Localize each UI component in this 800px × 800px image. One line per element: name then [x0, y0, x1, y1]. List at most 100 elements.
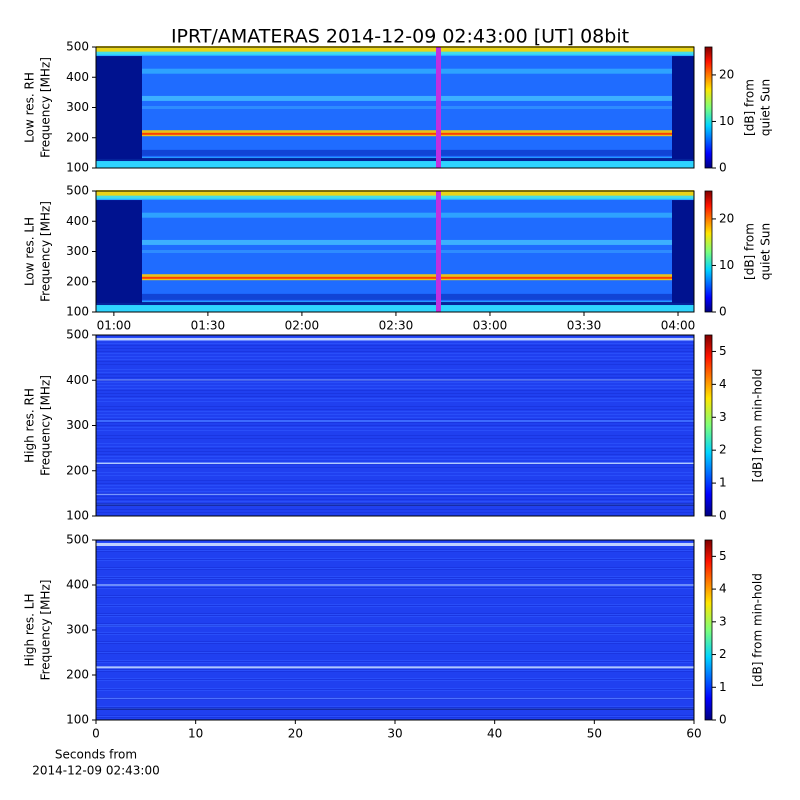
spectrogram-noise: [96, 560, 694, 561]
y-tick-label: 500: [66, 40, 89, 54]
spectrogram-noise: [96, 435, 694, 436]
spectrogram-noise: [96, 504, 694, 505]
x-tick-label: 04:00: [661, 319, 696, 333]
spectrogram-band: [96, 584, 694, 586]
colorbar-tick-label: 0: [719, 509, 727, 523]
spectrogram-noise: [96, 422, 694, 423]
spectrogram-noise: [96, 623, 694, 624]
spectrogram-noise: [96, 662, 694, 663]
spectrogram-band: [96, 250, 694, 253]
spectrogram-noise: [96, 345, 694, 346]
spectrogram-noise: [96, 653, 694, 654]
spectrogram-noise: [96, 425, 694, 426]
spectrogram-band: [96, 462, 694, 465]
spectrogram-band: [96, 51, 694, 56]
spectrogram-noise: [96, 587, 694, 588]
spectrogram-noise: [96, 708, 694, 709]
colorbar-tick-label: 2: [719, 443, 727, 457]
spectrogram-noise: [96, 669, 694, 670]
y-tick-label: 400: [66, 70, 89, 84]
y-axis-label: Frequency [MHz]: [39, 201, 53, 302]
spectrogram-band: [96, 68, 694, 74]
spectrogram-noise: [96, 625, 694, 626]
spectrogram-band: [96, 239, 694, 245]
spectrogram-band: [96, 302, 694, 306]
spectrogram-noise: [96, 493, 694, 494]
colorbar-tick-label: 1: [719, 476, 727, 490]
spectrogram-noise: [96, 680, 694, 681]
spectrogram-band: [96, 276, 694, 279]
spectrogram-band: [96, 132, 694, 135]
spectrogram-noise: [96, 459, 694, 460]
spectrogram-noise: [96, 633, 694, 634]
spectrogram-noise: [96, 567, 694, 568]
spectrogram-noise: [96, 451, 694, 452]
spectrogram-band: [96, 149, 694, 156]
spectrogram-noise: [96, 690, 694, 691]
spectrogram-noise: [96, 483, 694, 484]
spectrogram-noise: [96, 568, 694, 569]
colorbar-tick-label: 5: [719, 549, 727, 563]
spectrogram-noise: [96, 707, 694, 708]
spectrogram-band: [96, 338, 694, 342]
spectrogram-noise: [96, 361, 694, 362]
spectrogram-noise: [96, 717, 694, 718]
spectrogram-noise: [96, 372, 694, 373]
x-tick-label: 10: [188, 727, 203, 741]
colorbar-tick-label: 20: [719, 67, 734, 81]
y-tick-label: 100: [66, 713, 89, 727]
y-axis-label: High res. RH: [23, 388, 37, 463]
spectrogram-noise: [96, 689, 694, 690]
spectrogram-noise: [96, 634, 694, 635]
y-tick-label: 100: [66, 509, 89, 523]
spectrogram-noise: [96, 588, 694, 589]
colorbar-tick-label: 3: [719, 410, 727, 424]
y-tick-label: 500: [66, 533, 89, 547]
spectrogram-noise: [96, 464, 694, 465]
spectrogram-band: [96, 301, 694, 312]
colorbar: [704, 46, 713, 169]
spectrogram-marker: [436, 191, 441, 312]
spectrogram-noise: [96, 419, 694, 420]
spectrogram-noise: [96, 661, 694, 662]
spectrogram-noise: [96, 559, 694, 560]
colorbar-label: [dB] from: [743, 79, 757, 136]
spectrogram-noise: [96, 369, 694, 370]
spectrogram-gap: [672, 200, 694, 303]
spectrogram-noise: [96, 642, 694, 643]
spectrogram-noise: [96, 430, 694, 431]
spectrogram-noise: [96, 385, 694, 386]
x-tick-label: 03:00: [473, 319, 508, 333]
spectrogram-noise: [96, 616, 694, 617]
spectrogram-noise: [96, 578, 694, 579]
x-tick-label: 60: [686, 727, 701, 741]
spectrogram-noise: [96, 716, 694, 717]
spectrogram-noise: [96, 480, 694, 481]
colorbar-tick-label: 0: [719, 713, 727, 727]
spectrogram-noise: [96, 697, 694, 698]
spectrogram-noise: [96, 438, 694, 439]
spectrogram-noise: [96, 699, 694, 700]
spectrogram-band: [96, 106, 694, 109]
y-tick-label: 400: [66, 214, 89, 228]
y-tick-label: 400: [66, 373, 89, 387]
x-tick-label: 50: [587, 727, 602, 741]
spectrogram-noise: [96, 597, 694, 598]
spectrogram-noise: [96, 488, 694, 489]
spectrogram-noise: [96, 393, 694, 394]
spectrogram-noise: [96, 698, 694, 699]
x-axis-label: Seconds from: [55, 748, 137, 762]
spectrogram-noise: [96, 651, 694, 652]
spectrogram-noise: [96, 542, 694, 543]
y-tick-label: 200: [66, 668, 89, 682]
spectrogram-noise: [96, 549, 694, 550]
y-tick-label: 400: [66, 578, 89, 592]
x-tick-label: 01:30: [191, 319, 226, 333]
spectrogram-band: [96, 157, 694, 168]
colorbar-label: [dB] from min-hold: [751, 573, 765, 687]
colorbar-tick-label: 4: [719, 582, 727, 596]
spectrogram-noise: [96, 706, 694, 707]
spectrogram-noise: [96, 359, 694, 360]
colorbar-tick-label: 2: [719, 647, 727, 661]
spectrogram-band: [96, 158, 694, 162]
